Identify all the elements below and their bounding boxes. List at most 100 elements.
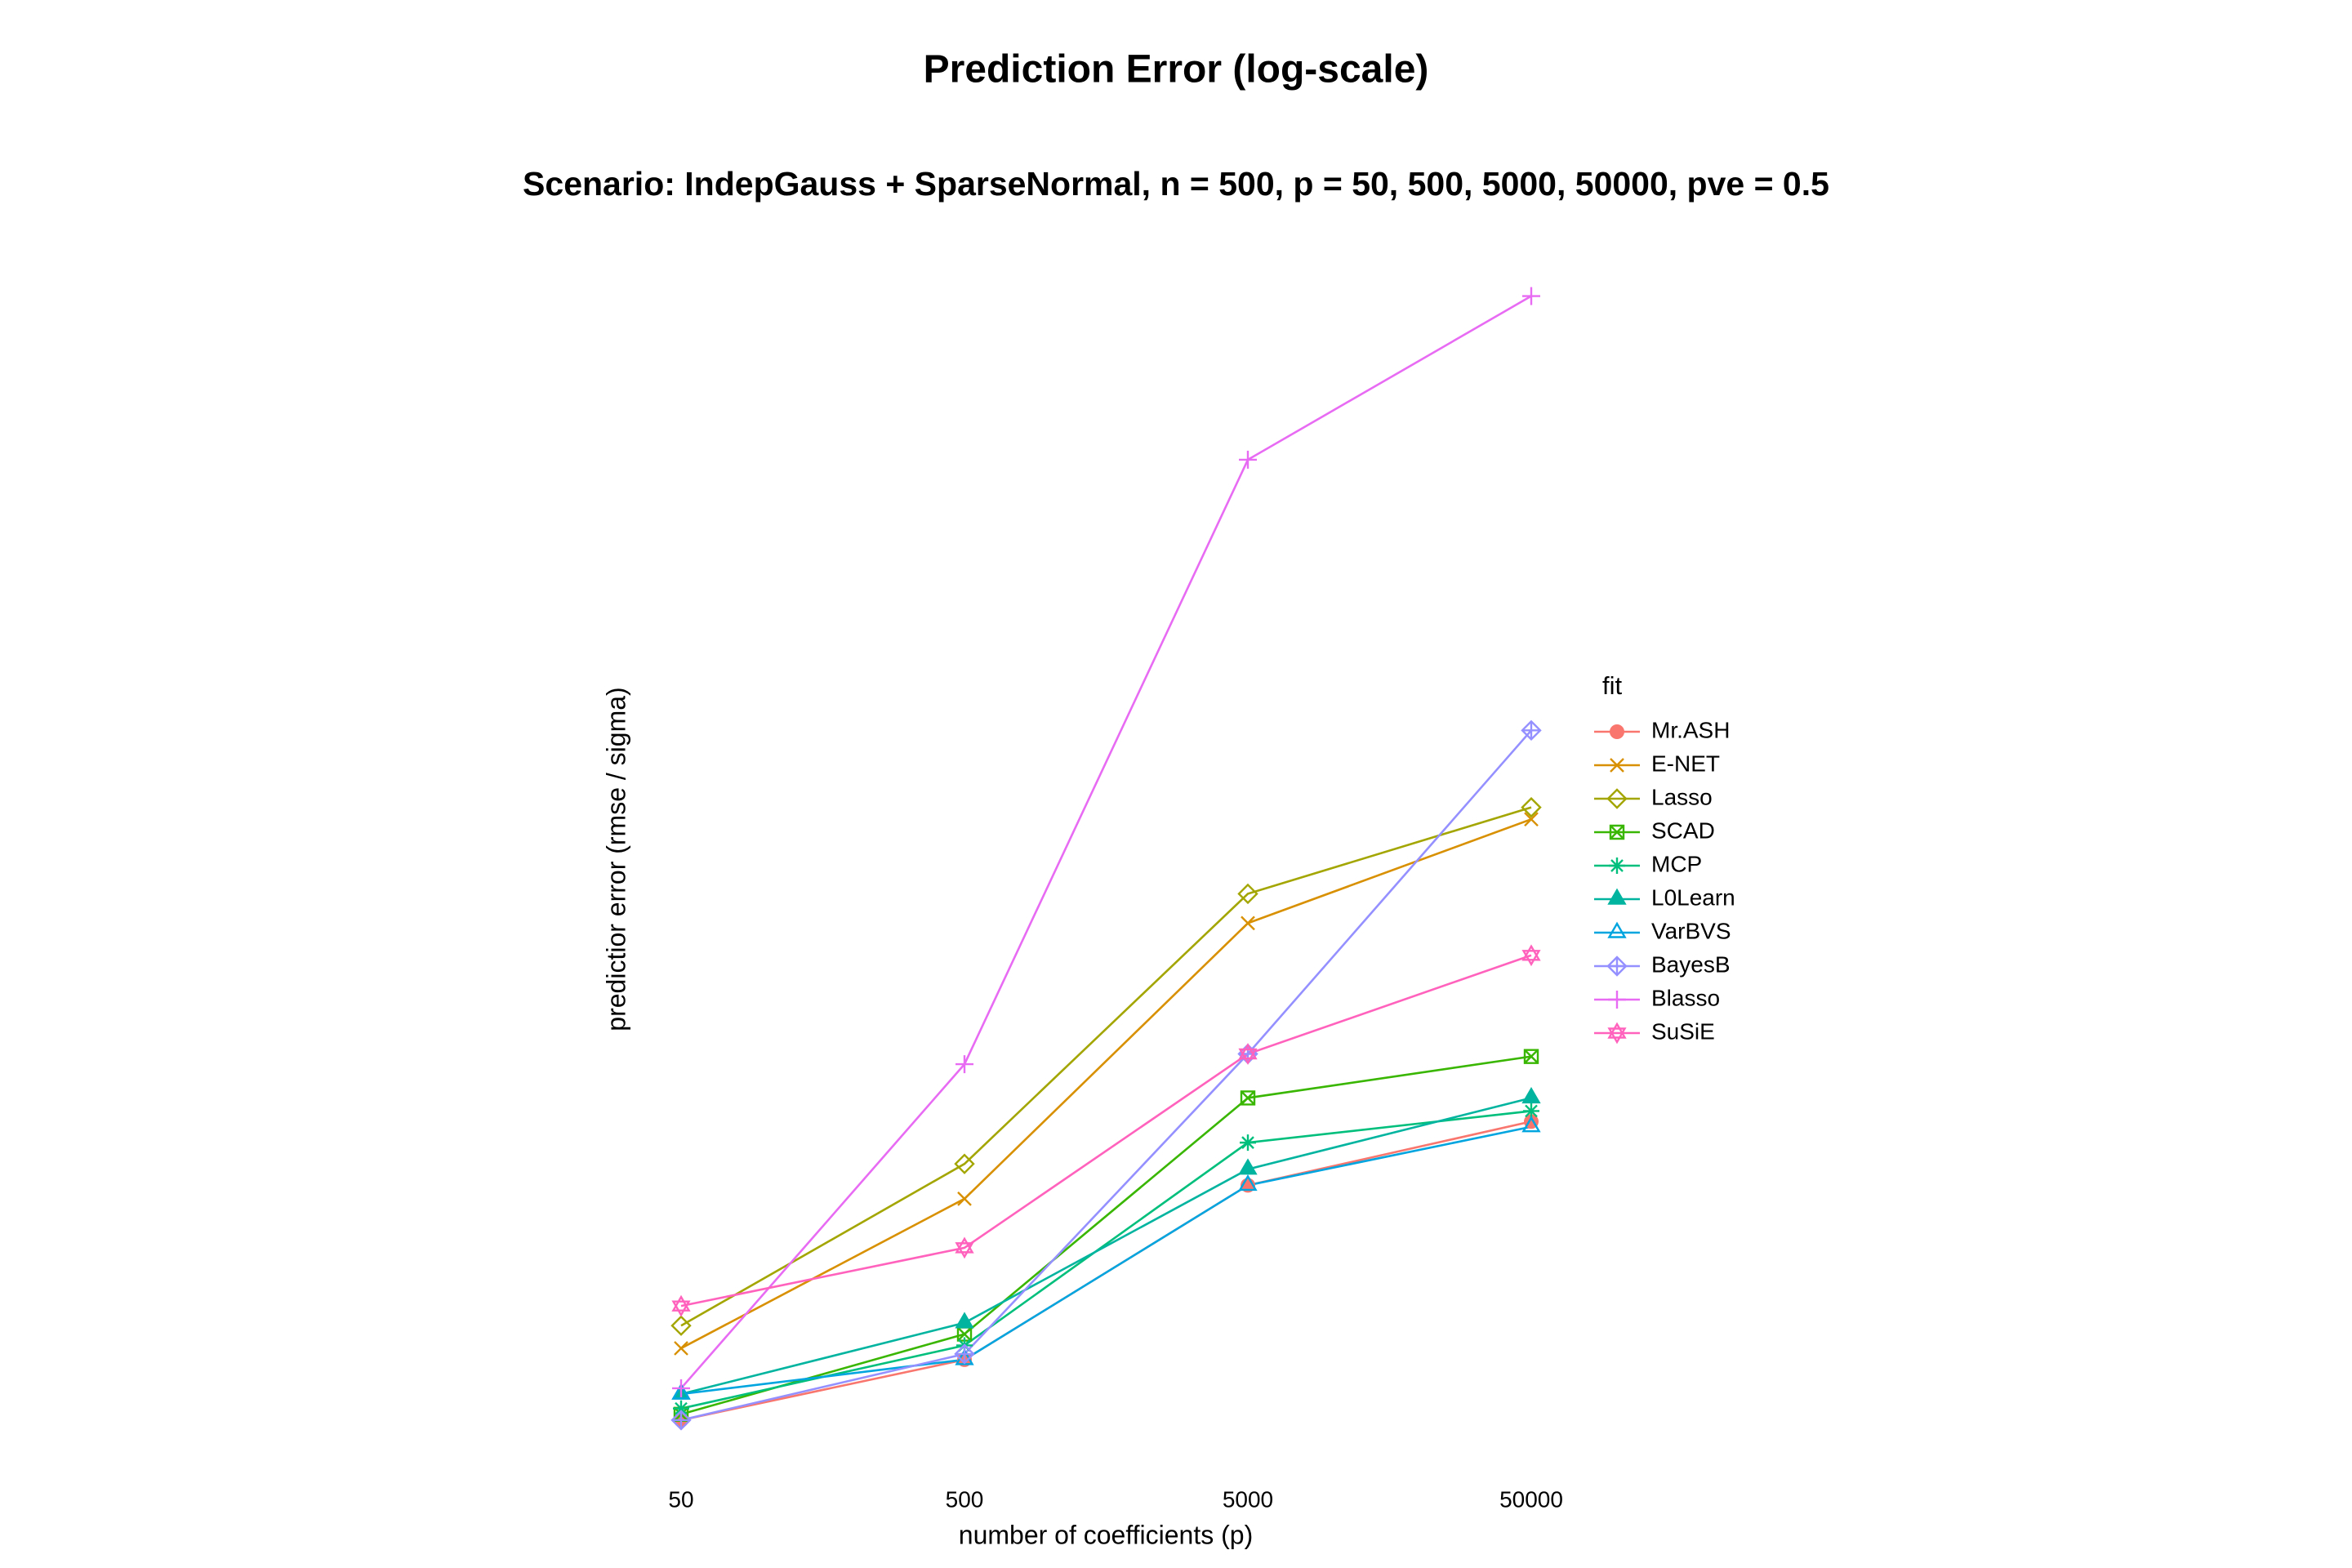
marker-shape xyxy=(954,1153,975,1174)
data-point xyxy=(957,1192,972,1206)
x-tick-label: 50 xyxy=(668,1486,693,1512)
data-point xyxy=(1239,450,1257,469)
data-point xyxy=(670,1410,692,1431)
legend-item: Mr.ASH xyxy=(1594,717,1730,742)
marker-stroke xyxy=(1610,758,1624,773)
legend-label: SuSiE xyxy=(1651,1018,1715,1044)
marker-shape xyxy=(1607,888,1627,905)
marker-stroke xyxy=(675,1401,688,1415)
data-point xyxy=(1521,1116,1541,1133)
legend-label: Mr.ASH xyxy=(1651,717,1730,742)
data-point xyxy=(955,1236,974,1259)
marker-shape xyxy=(1521,950,1541,967)
data-point xyxy=(671,1383,691,1400)
marker-shape xyxy=(1521,796,1542,818)
data-point xyxy=(1521,796,1542,818)
data-point xyxy=(1241,915,1255,931)
marker-shape xyxy=(1238,1048,1258,1065)
marker-shape xyxy=(671,1383,691,1400)
legend-item: Blasso xyxy=(1594,985,1720,1010)
data-point xyxy=(954,1343,975,1365)
data-point xyxy=(1238,1174,1258,1192)
x-tick-label: 5000 xyxy=(1223,1486,1273,1512)
series-line xyxy=(680,806,1532,1327)
series-line xyxy=(680,1125,1532,1396)
series-line xyxy=(680,1120,1532,1422)
data-point xyxy=(1523,1049,1539,1064)
legend-title: fit xyxy=(1602,671,1623,700)
chart-title: Prediction Error (log-scale) xyxy=(924,48,1429,91)
marker-shape xyxy=(1238,1158,1258,1175)
marker-shape xyxy=(1607,921,1627,938)
marker-shape xyxy=(955,1236,974,1254)
data-point xyxy=(1238,1043,1258,1065)
series-line xyxy=(680,1110,1532,1410)
marker-stroke xyxy=(1525,1104,1538,1118)
legend-label: E-NET xyxy=(1651,751,1720,776)
x-tick-label: 500 xyxy=(946,1486,984,1512)
legend-label: Blasso xyxy=(1651,985,1720,1010)
series-line xyxy=(680,817,1532,1350)
data-point xyxy=(1521,944,1541,967)
data-point xyxy=(1237,883,1258,905)
data-point xyxy=(1240,1134,1256,1152)
marker-shape xyxy=(1607,1027,1627,1045)
legend-item: SuSiE xyxy=(1594,1018,1715,1045)
legend-item: VarBVS xyxy=(1594,918,1731,943)
data-point xyxy=(1522,287,1540,305)
data-point xyxy=(674,1341,688,1356)
marker-shape xyxy=(1521,944,1541,961)
marker-shape xyxy=(1521,1087,1541,1104)
marker-shape xyxy=(1606,788,1628,809)
marker-shape xyxy=(671,1300,691,1317)
legend-label: MCP xyxy=(1651,851,1702,876)
legend-label: L0Learn xyxy=(1651,884,1735,910)
legend-item: Lasso xyxy=(1594,784,1713,809)
marker-shape xyxy=(671,1294,691,1312)
legend-item: MCP xyxy=(1594,851,1702,876)
series-line xyxy=(680,1055,1532,1416)
marker-shape xyxy=(670,1315,692,1336)
data-point xyxy=(1240,1090,1256,1106)
marker-stroke xyxy=(957,1326,972,1342)
legend-label: VarBVS xyxy=(1651,918,1731,943)
legend-item: E-NET xyxy=(1594,751,1720,776)
marker-stroke xyxy=(1524,812,1539,827)
data-point xyxy=(956,1055,973,1074)
data-point xyxy=(670,1315,692,1336)
marker-stroke xyxy=(957,1192,972,1206)
legend-label: BayesB xyxy=(1651,951,1731,977)
legend-label: SCAD xyxy=(1651,817,1715,843)
marker-stroke xyxy=(1241,1090,1255,1106)
y-axis-title: predictior error (rmse / sigma) xyxy=(601,687,630,1031)
marker-stroke xyxy=(674,1341,688,1356)
series-line xyxy=(680,1097,1532,1396)
legend-item: SCAD xyxy=(1594,817,1715,843)
marker-shape xyxy=(1238,1174,1258,1192)
data-point xyxy=(1521,1087,1541,1104)
legend-item: BayesB xyxy=(1594,951,1731,977)
marker-stroke xyxy=(1610,825,1624,840)
marker-shape xyxy=(1610,724,1624,739)
data-point xyxy=(955,1312,974,1329)
series-line xyxy=(680,295,1532,1389)
marker-shape xyxy=(1607,1022,1627,1039)
chart-subtitle: Scenario: IndepGauss + SparseNormal, n =… xyxy=(523,165,1829,203)
data-point xyxy=(1238,1158,1258,1175)
x-tick-label: 50000 xyxy=(1499,1486,1563,1512)
data-point xyxy=(1524,812,1539,827)
marker-shape xyxy=(1238,1043,1258,1060)
data-point xyxy=(1521,719,1542,742)
data-point xyxy=(672,1379,690,1397)
legend-label: Lasso xyxy=(1651,784,1713,809)
marker-shape xyxy=(955,1242,974,1259)
marker-stroke xyxy=(1241,1136,1254,1149)
marker-shape xyxy=(955,1312,974,1329)
marker-stroke xyxy=(1241,915,1255,931)
series-line xyxy=(680,954,1532,1307)
series-line xyxy=(680,729,1532,1422)
data-point xyxy=(954,1153,975,1174)
x-axis-title: number of coefficients (p) xyxy=(959,1520,1253,1549)
